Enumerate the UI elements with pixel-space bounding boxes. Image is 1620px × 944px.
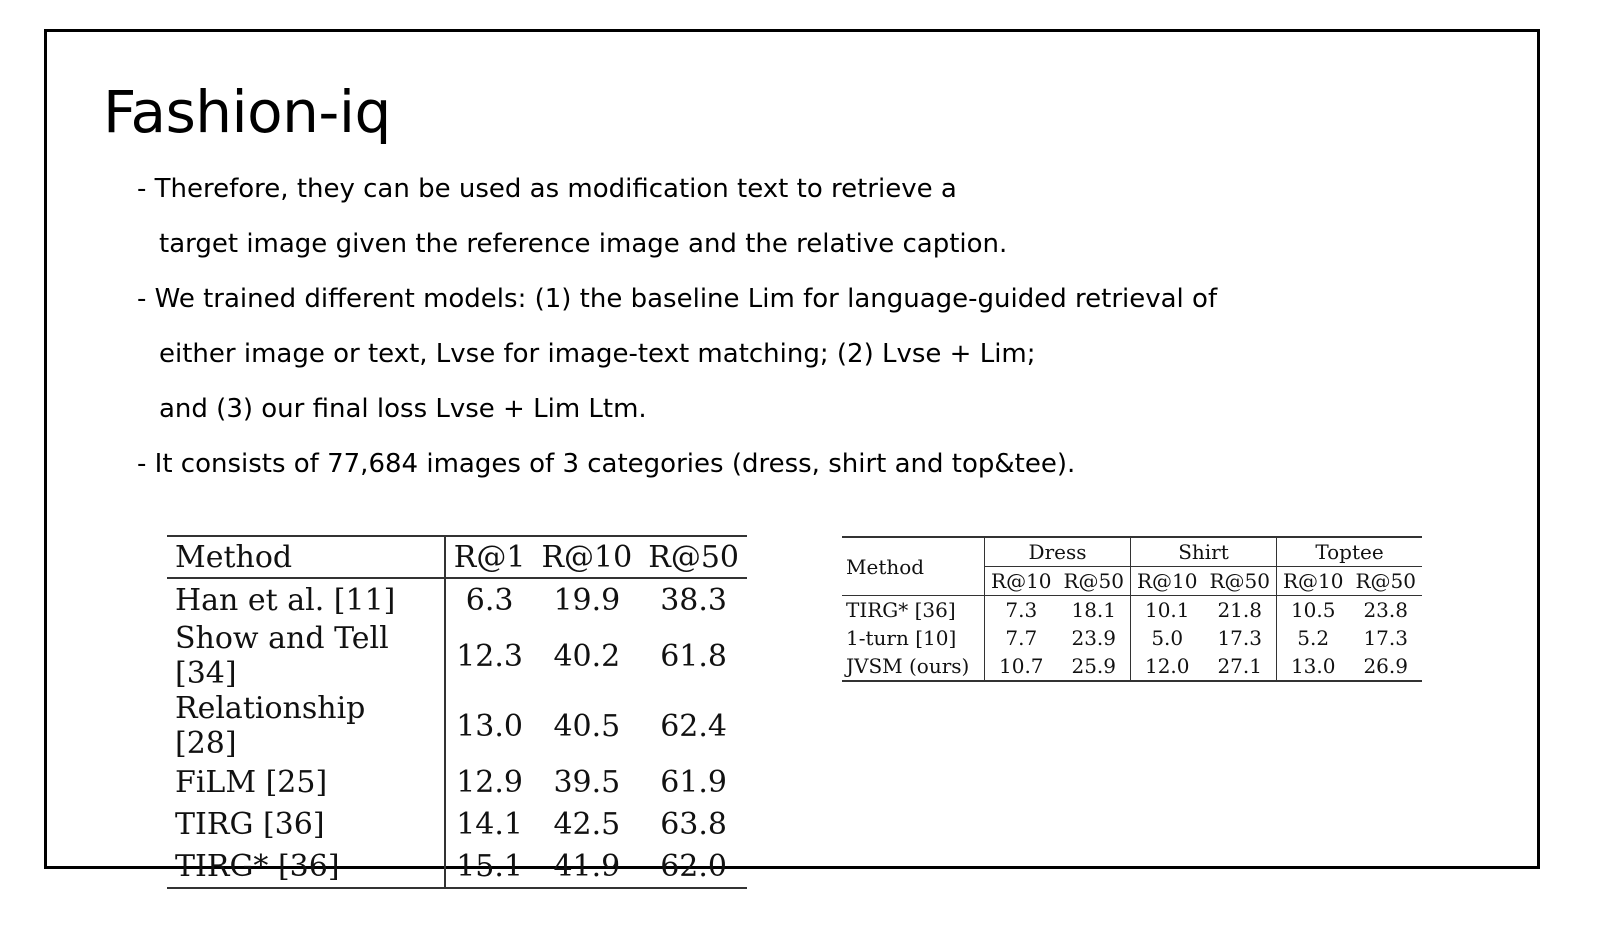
subheader-shirt-r50: R@50 [1209,569,1270,593]
method-cell: 1-turn [10] [846,626,957,650]
subheader-toptee-r50: R@50 [1355,569,1416,593]
subheader-dress-r50: R@50 [1063,569,1125,593]
bullet-1-continuation: target image given the reference image a… [159,229,1008,259]
value-cell: 27.1 [1203,652,1277,682]
results-table-2: Method Dress Shirt Toptee R@10 R@50 R@10… [842,536,1422,682]
slide-frame: Fashion-iq - Therefore, they can be used… [44,29,1540,889]
bullet-list: - Therefore, they can be used as modific… [137,162,1437,492]
table-row: JVSM (ours) 10.7 25.9 12.0 27.1 13.0 26.… [842,652,1422,682]
results-table-1: Method R@1 R@10 R@50 Han et al. [11] 6.3… [167,535,747,889]
value-cell: 18.1 [1057,595,1131,624]
value-cell: 12.9 [443,761,534,803]
table-row: Han et al. [11] 6.3 19.9 38.3 [167,578,747,621]
value-cell: 17.3 [1217,626,1262,650]
value-cell: 14.1 [443,803,534,845]
bullet-2: - We trained different models: (1) the b… [137,284,1218,314]
column-header-r50: R@50 [640,535,747,579]
method-cell: JVSM (ours) [842,652,985,682]
column-header-method: Method [842,536,985,596]
value-cell: 61.8 [660,638,728,674]
group-header-toptee: Toptee [1275,536,1422,567]
table-row: TIRG* [36] 7.3 18.1 10.1 21.8 10.5 23.8 [842,595,1422,624]
value-cell: 62.0 [640,845,747,889]
column-header-r10: R@10 [533,535,641,579]
bullet-2-continuation-2: and (3) our final loss Lvse + Lim Ltm. [159,394,647,424]
column-header-method: Method [167,535,445,579]
slide-title: Fashion-iq [103,78,391,146]
value-cell: 12.0 [1130,652,1204,682]
value-cell: 17.3 [1363,626,1408,650]
value-cell: 23.8 [1349,595,1422,624]
value-cell: 61.9 [660,764,728,800]
value-cell: 12.3 [443,621,534,691]
method-cell: TIRG* [36] [167,845,445,889]
value-cell: 23.9 [1071,626,1117,650]
value-cell: 39.5 [553,764,621,800]
subheader-shirt-r10: R@10 [1130,566,1204,596]
value-cell: 26.9 [1349,652,1422,682]
value-cell: 13.0 [443,691,534,761]
group-header-dress: Dress [984,536,1131,567]
table-row: TIRG* [36] 15.1 41.9 62.0 [167,845,747,889]
method-cell: FiLM [25] [175,764,328,800]
value-cell: 7.7 [984,624,1058,652]
table-row: FiLM [25] 12.9 39.5 61.9 [167,761,747,803]
group-header-shirt: Shirt [1130,536,1277,567]
value-cell: 62.4 [660,708,728,744]
table-group-header-row: Method Dress Shirt Toptee [842,536,1422,596]
bullet-1: - Therefore, they can be used as modific… [137,174,957,204]
value-cell: 21.8 [1203,595,1277,624]
value-cell: 5.0 [1130,624,1204,652]
value-cell: 5.2 [1275,624,1350,652]
value-cell: 40.2 [553,638,621,674]
table-row: Show and Tell [34] 12.3 40.2 61.8 [167,621,747,691]
method-cell: Relationship [28] [175,691,366,761]
method-cell: Han et al. [11] [175,582,396,618]
value-cell: 10.1 [1130,595,1204,624]
method-cell: TIRG [36] [175,806,325,842]
value-cell: 7.3 [984,595,1058,624]
subheader-dress-r10: R@10 [984,566,1058,596]
value-cell: 13.0 [1275,652,1350,682]
table-row: Relationship [28] 13.0 40.5 62.4 [167,691,747,761]
column-header-r1: R@1 [443,535,534,579]
value-cell: 40.5 [553,708,621,744]
value-cell: 63.8 [660,806,728,842]
value-cell: 38.3 [660,582,728,618]
bullet-3: - It consists of 77,684 images of 3 cate… [137,449,1076,479]
subheader-toptee-r10: R@10 [1275,566,1350,596]
table-subheader-row: R@10 R@50 R@10 R@50 R@10 R@50 [842,566,1422,596]
table-row: 1-turn [10] 7.7 23.9 5.0 17.3 5.2 17.3 [842,624,1422,652]
method-cell: Show and Tell [34] [175,621,389,691]
table-header-row: Method R@1 R@10 R@50 [167,535,747,579]
table-row: TIRG [36] 14.1 42.5 63.8 [167,803,747,845]
value-cell: 10.7 [984,652,1058,682]
value-cell: 41.9 [533,845,641,889]
value-cell: 15.1 [443,845,534,889]
method-cell: TIRG* [36] [842,595,985,624]
value-cell: 42.5 [553,806,621,842]
value-cell: 25.9 [1057,652,1131,682]
value-cell: 10.5 [1275,595,1350,624]
bullet-2-continuation-1: either image or text, Lvse for image-tex… [159,339,1036,369]
value-cell: 19.9 [553,582,621,618]
value-cell: 6.3 [443,578,534,621]
